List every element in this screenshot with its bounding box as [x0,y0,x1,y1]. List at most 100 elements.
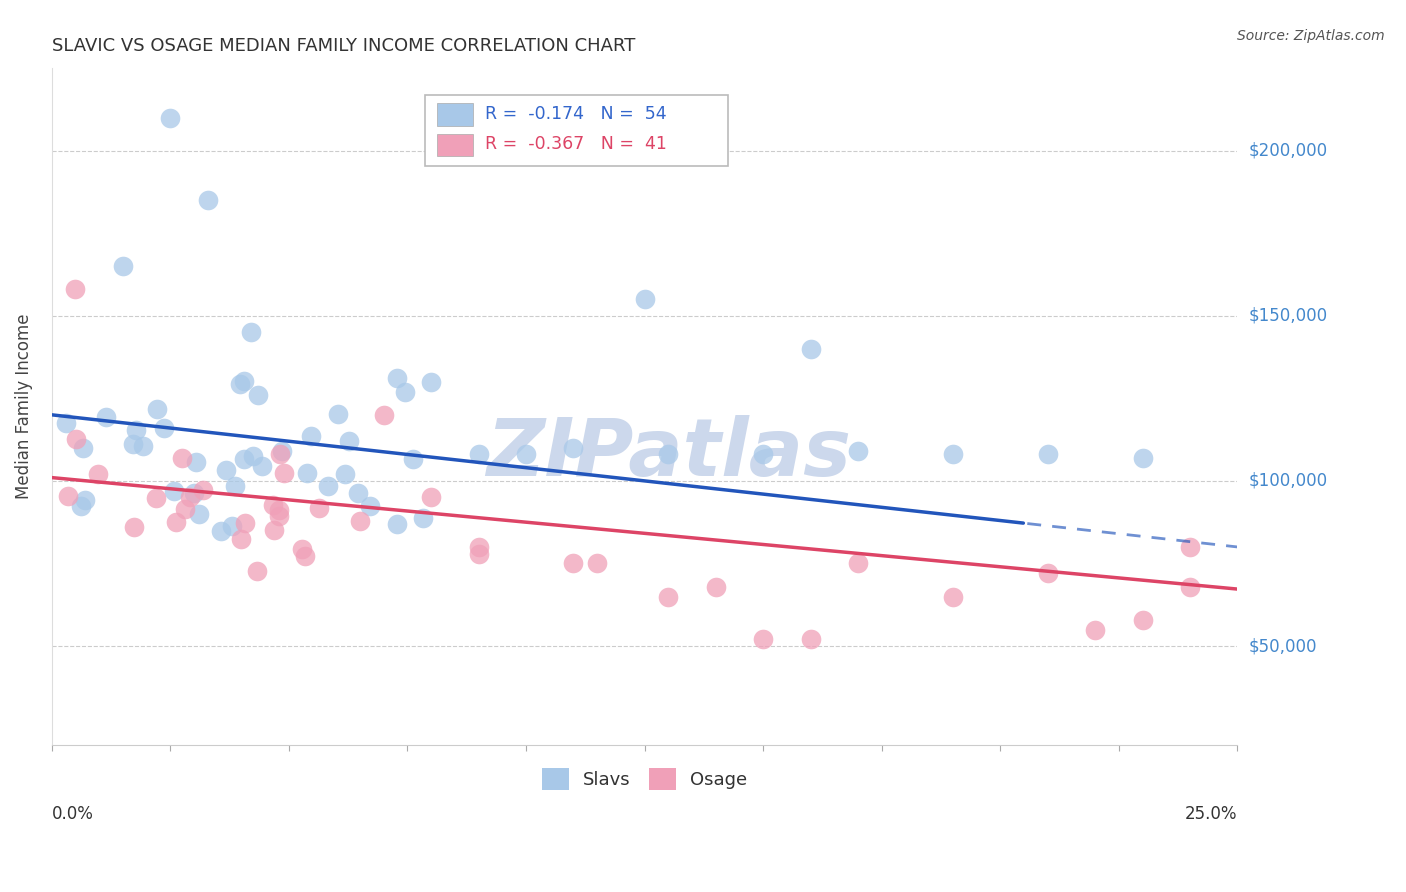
Point [294,549,316,563]
Point [242,449,264,463]
Point [75,493,97,508]
Point [188,508,211,522]
Point [273,466,295,480]
Point [65,432,87,446]
Point [387,371,409,385]
Point [349,514,371,528]
Text: SLAVIC VS OSAGE MEDIAN FAMILY INCOME CORRELATION CHART: SLAVIC VS OSAGE MEDIAN FAMILY INCOME COR… [52,37,636,55]
Point [333,467,356,481]
Text: 25.0%: 25.0% [1185,805,1237,822]
Point [800,342,823,356]
Point [467,447,489,461]
Point [1084,623,1107,637]
Point [153,421,176,435]
Point [262,498,284,512]
Point [942,590,965,604]
Point [1178,540,1201,554]
FancyBboxPatch shape [437,134,472,156]
Text: Source: ZipAtlas.com: Source: ZipAtlas.com [1237,29,1385,43]
Point [165,515,187,529]
Point [122,519,145,533]
Point [263,523,285,537]
Point [401,452,423,467]
Point [1132,450,1154,465]
Text: ZIPatlas: ZIPatlas [486,415,851,493]
Point [269,508,291,523]
Point [70,499,93,513]
Point [394,385,416,400]
Point [65,282,87,296]
Point [467,547,489,561]
Point [308,501,330,516]
Point [125,423,148,437]
Text: $200,000: $200,000 [1249,142,1327,160]
Point [247,388,270,402]
Text: $100,000: $100,000 [1249,472,1327,490]
Point [56,489,79,503]
Point [224,479,246,493]
Point [145,491,167,505]
Point [752,447,775,461]
Point [562,557,585,571]
Point [183,486,205,500]
Point [239,325,262,339]
Point [111,259,134,273]
Point [179,491,201,505]
Point [385,517,408,532]
Point [346,486,368,500]
Point [326,407,349,421]
Point [420,491,443,505]
Point [132,439,155,453]
Point [184,455,207,469]
Point [657,447,679,461]
Point [846,557,869,571]
Point [337,434,360,449]
Text: R =  -0.367   N =  41: R = -0.367 N = 41 [485,136,666,153]
Point [299,429,322,443]
Point [170,450,193,465]
Point [373,408,395,422]
Point [657,590,679,604]
Point [72,441,94,455]
Point [515,447,537,461]
FancyBboxPatch shape [437,103,472,126]
Point [1036,566,1059,581]
Point [412,511,434,525]
Point [1132,613,1154,627]
Point [269,447,291,461]
Legend: Slavs, Osage: Slavs, Osage [534,761,755,797]
Y-axis label: Median Family Income: Median Family Income [15,314,32,500]
Point [174,502,197,516]
Point [359,500,381,514]
Point [316,479,339,493]
Point [269,503,291,517]
Point [562,441,585,455]
Point [233,375,256,389]
Point [229,533,252,547]
Point [191,483,214,497]
Point [246,565,269,579]
Point [586,557,609,571]
Point [96,410,118,425]
FancyBboxPatch shape [425,95,728,166]
Point [55,417,77,431]
Point [1036,447,1059,461]
Point [235,516,257,531]
Point [1178,580,1201,594]
Text: R =  -0.174   N =  54: R = -0.174 N = 54 [485,105,666,123]
Point [250,458,273,473]
Point [159,111,181,125]
Point [942,447,965,461]
Point [752,632,775,647]
Point [270,444,292,458]
Point [290,541,312,556]
Text: $50,000: $50,000 [1249,637,1317,655]
Point [467,540,489,554]
Text: $150,000: $150,000 [1249,307,1327,325]
Point [197,193,219,207]
Point [846,444,869,458]
Point [232,451,254,466]
Point [163,483,186,498]
Point [86,467,108,482]
Point [704,580,727,594]
